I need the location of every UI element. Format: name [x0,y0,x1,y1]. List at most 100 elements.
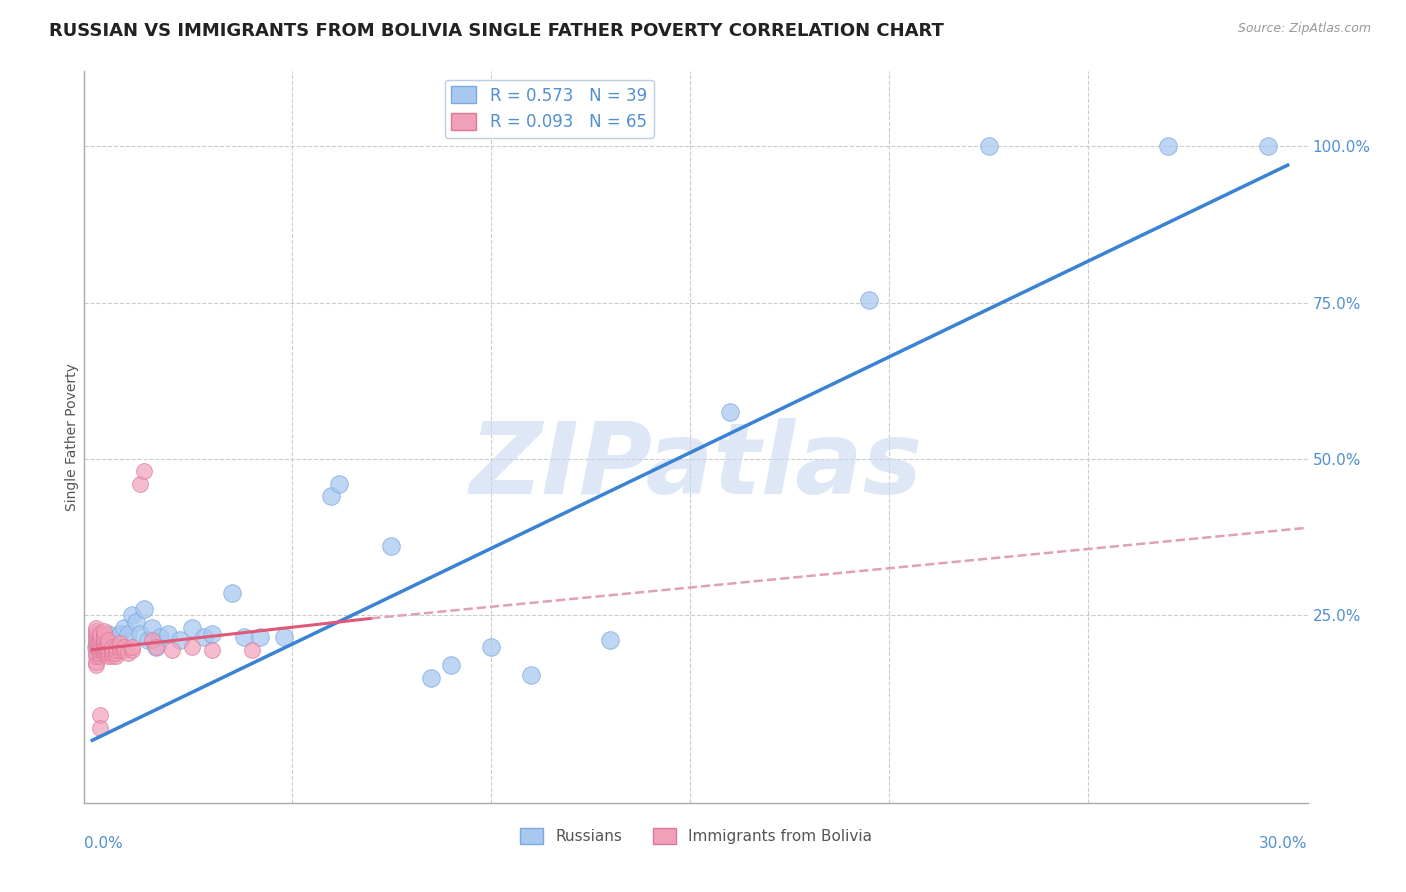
Point [420,671,443,685]
Point [112,640,135,654]
Point [93,633,115,648]
Point [96,640,118,654]
Point [112,642,135,657]
Point [105,646,128,660]
Point [136,633,159,648]
Point [160,642,183,657]
Point [221,586,243,600]
Point [86,655,108,669]
Point [149,630,172,644]
Point [169,633,191,648]
Point [101,648,124,663]
Point [93,624,115,638]
Y-axis label: Single Father Poverty: Single Father Poverty [65,363,79,511]
Point [101,640,124,654]
Point [86,636,108,650]
Point [145,640,167,654]
Point [858,293,880,307]
Point [86,624,108,638]
Point [89,648,111,663]
Point [1157,139,1180,153]
Point [93,636,115,650]
Point [718,405,741,419]
Point [86,658,108,673]
Point [181,640,204,654]
Point [121,640,143,654]
Point [89,640,111,654]
Point [86,627,108,641]
Point [110,640,132,654]
Point [273,630,295,644]
Point [91,642,114,657]
Point [86,646,108,660]
Point [157,627,180,641]
Point [110,642,132,657]
Point [87,640,110,654]
Point [93,627,115,641]
Point [89,721,111,735]
Text: ZIPatlas: ZIPatlas [470,417,922,515]
Point [89,708,111,723]
Point [181,621,204,635]
Point [479,640,502,654]
Point [97,640,120,654]
Point [87,642,110,657]
Point [249,630,271,644]
Point [105,640,128,654]
Point [97,646,120,660]
Point [105,648,128,663]
Legend: Russians, Immigrants from Bolivia: Russians, Immigrants from Bolivia [515,822,877,850]
Point [86,640,108,654]
Point [91,640,114,654]
Point [240,642,263,657]
Point [201,642,224,657]
Point [89,627,111,641]
Point [110,636,132,650]
Point [97,636,120,650]
Point [93,642,115,657]
Point [328,477,350,491]
Point [86,648,108,663]
Point [96,642,118,657]
Point [380,540,402,554]
Point [193,630,215,644]
Point [121,608,143,623]
Point [89,633,111,648]
Point [125,615,148,629]
Point [599,633,621,648]
Point [129,627,152,641]
Point [110,627,132,641]
Point [97,627,120,641]
Point [86,621,108,635]
Point [93,642,115,657]
Point [87,636,110,650]
Point [121,642,143,657]
Point [101,633,124,648]
Point [89,633,111,648]
Point [97,648,120,663]
Point [112,621,135,635]
Text: 0.0%: 0.0% [84,836,124,851]
Point [129,477,152,491]
Point [141,621,163,635]
Point [89,642,111,657]
Point [93,640,115,654]
Point [117,627,139,641]
Point [89,646,111,660]
Point [117,646,139,660]
Point [105,642,128,657]
Point [134,602,156,616]
Point [93,630,115,644]
Point [201,627,224,641]
Text: Source: ZipAtlas.com: Source: ZipAtlas.com [1237,22,1371,36]
Point [141,633,163,648]
Point [89,636,111,650]
Point [101,642,124,657]
Point [89,630,111,644]
Point [93,646,115,660]
Point [519,667,541,681]
Point [86,640,108,654]
Point [1257,139,1279,153]
Point [105,640,128,654]
Point [97,642,120,657]
